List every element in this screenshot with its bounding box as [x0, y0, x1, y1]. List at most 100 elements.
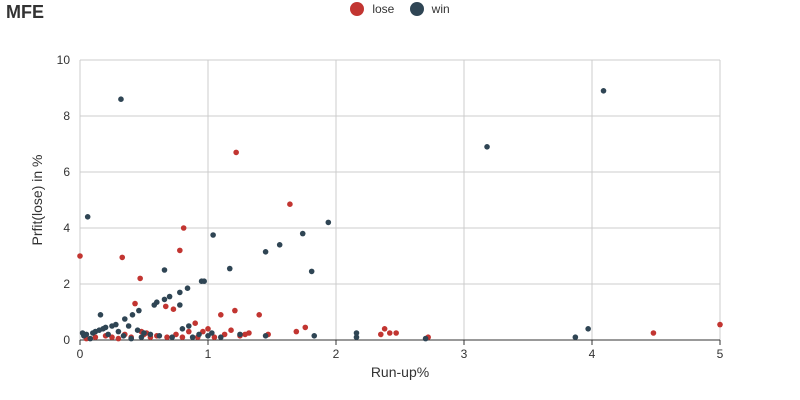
data-point-lose [92, 334, 99, 341]
data-point-win [147, 331, 154, 338]
data-point-win [161, 267, 168, 273]
data-point-lose [246, 330, 252, 336]
data-point-win [109, 323, 115, 329]
data-point-lose [170, 306, 177, 313]
data-point-lose [132, 300, 138, 307]
data-point-lose [186, 328, 192, 335]
data-point-win [572, 334, 579, 341]
y-tick-label: 2 [63, 277, 70, 291]
data-point-lose [650, 330, 657, 336]
data-point-lose [378, 331, 384, 338]
data-point-win [97, 312, 104, 318]
data-point-win [177, 302, 183, 308]
data-point-win [237, 331, 243, 338]
data-point-win [325, 219, 332, 226]
data-point-lose [205, 326, 211, 332]
data-point-win [179, 326, 186, 332]
data-point-win [353, 334, 360, 341]
y-tick-label: 6 [63, 165, 70, 179]
data-point-win [218, 334, 224, 341]
data-point-win [138, 334, 145, 341]
data-point-lose [302, 324, 309, 331]
x-tick-label: 2 [333, 347, 340, 361]
data-point-win [600, 88, 607, 94]
data-point-win [276, 242, 283, 248]
x-tick-label: 4 [589, 347, 596, 361]
data-point-win [209, 330, 215, 336]
y-axis-title: Prfit(lose) in % [29, 154, 45, 245]
x-axis-title: Run-up% [371, 364, 429, 380]
data-point-lose [162, 303, 169, 310]
data-point-win [115, 328, 122, 335]
data-point-win [122, 316, 128, 322]
legend-label-win: win [431, 2, 450, 16]
x-tick-label: 1 [205, 347, 212, 361]
data-point-win [128, 335, 134, 342]
data-point-win [156, 333, 163, 339]
data-point-lose [228, 327, 234, 334]
y-tick-label: 4 [63, 221, 70, 235]
data-point-lose [293, 328, 300, 335]
data-point-win [186, 323, 192, 329]
legend-item-lose[interactable]: lose [350, 2, 394, 16]
data-point-lose [179, 334, 186, 341]
data-point-win [105, 331, 111, 338]
data-point-lose [287, 201, 293, 207]
data-point-win [136, 307, 142, 314]
data-point-lose [200, 328, 206, 335]
y-tick-label: 8 [63, 109, 70, 123]
data-point-lose [164, 334, 170, 341]
legend-swatch-win [409, 2, 424, 16]
data-point-lose [381, 326, 388, 332]
legend-label-lose: lose [372, 2, 395, 16]
chart-title: MFE [6, 2, 44, 22]
x-tick-label: 3 [461, 347, 468, 361]
data-point-win [169, 334, 175, 341]
data-point-win [134, 327, 141, 334]
data-point-win [120, 333, 127, 339]
legend: lose win [0, 2, 800, 19]
legend-swatch-lose [350, 2, 365, 16]
data-point-lose [115, 335, 122, 342]
y-tick-label: 10 [57, 53, 71, 67]
data-point-win [189, 334, 196, 341]
x-tick-label: 0 [77, 347, 84, 361]
data-point-win [262, 249, 269, 255]
data-point-win [84, 214, 91, 220]
data-point-win [262, 333, 269, 339]
data-point-win [141, 330, 147, 336]
data-point-win [422, 335, 429, 342]
data-point-lose [211, 334, 218, 341]
data-point-win [79, 330, 86, 336]
data-point-win [87, 335, 94, 342]
y-tick-label: 0 [63, 333, 70, 347]
data-point-lose [218, 312, 224, 318]
data-point-lose [386, 330, 393, 336]
data-point-lose [256, 312, 263, 318]
data-point-win [196, 331, 202, 338]
data-point-win [161, 296, 168, 303]
data-point-win [353, 330, 360, 336]
data-point-lose [180, 225, 187, 231]
data-point-lose [119, 254, 126, 261]
data-point-lose [232, 307, 238, 314]
x-tick-label: 5 [717, 347, 724, 361]
data-point-win [226, 265, 233, 272]
data-point-win [90, 330, 96, 336]
data-point-win [184, 285, 191, 292]
data-point-lose [109, 334, 115, 341]
data-point-win [308, 268, 315, 275]
data-point-lose [177, 247, 183, 254]
data-point-win [118, 96, 124, 102]
data-point-win [484, 144, 490, 150]
data-point-win [177, 289, 183, 296]
data-point-win [205, 333, 211, 339]
data-point-win [210, 232, 216, 238]
data-point-win [585, 326, 591, 332]
data-point-lose [173, 331, 179, 338]
data-point-lose [233, 149, 239, 156]
data-point-lose [137, 275, 143, 282]
data-point-win [311, 333, 318, 339]
legend-item-win[interactable]: win [409, 2, 450, 16]
